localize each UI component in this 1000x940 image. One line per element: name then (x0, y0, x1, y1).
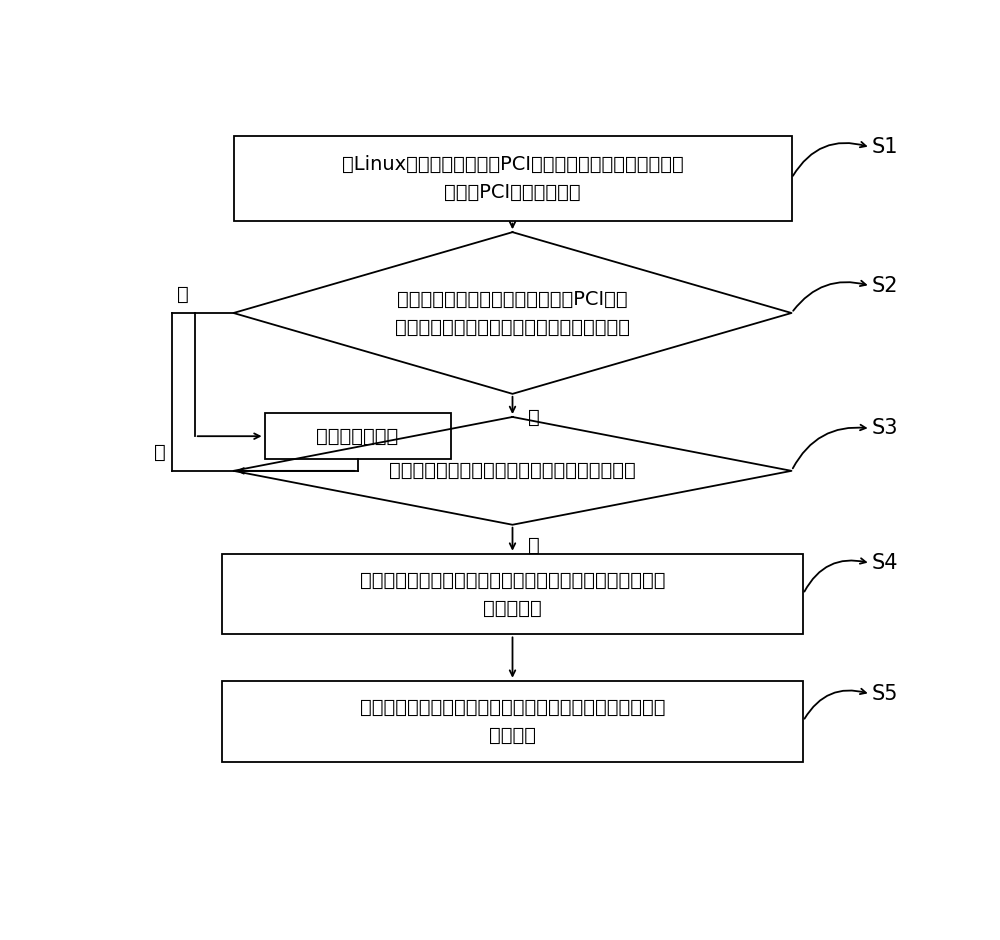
Text: 判断所述设备的类别码是否为网卡设备的类别码: 判断所述设备的类别码是否为网卡设备的类别码 (389, 462, 636, 480)
Text: 否: 否 (154, 443, 165, 462)
Text: S5: S5 (872, 684, 899, 704)
Bar (222, 681, 803, 761)
Text: 在Linux内核初始化阶段，PCI总线注册各个驱动并扫描所有
挂载在PCI总线上的设备: 在Linux内核初始化阶段，PCI总线注册各个驱动并扫描所有 挂载在PCI总线上… (342, 155, 683, 202)
Text: S1: S1 (872, 137, 899, 157)
Text: 用户态获取所述网卡信息，并根据所述网卡信息加载对应的
网卡驱动: 用户态获取所述网卡信息，并根据所述网卡信息加载对应的 网卡驱动 (360, 697, 665, 744)
Text: S4: S4 (872, 554, 899, 573)
Text: 是: 是 (528, 408, 540, 427)
Text: 将该设备初始化: 将该设备初始化 (316, 427, 399, 446)
Text: 否: 否 (177, 285, 189, 304)
Text: 是: 是 (528, 537, 540, 556)
Text: S3: S3 (872, 418, 899, 438)
Text: 所述各个驱动分别遍历所述挂载在PCI总线
上的设备，并判断所述驱动是否与该设备匹配: 所述各个驱动分别遍历所述挂载在PCI总线 上的设备，并判断所述驱动是否与该设备匹… (395, 290, 630, 337)
Bar (222, 554, 803, 634)
Bar (264, 413, 450, 460)
Text: 将所述设备识别为网卡，保存所述网卡信息并放弃对所述网
卡的初始化: 将所述设备识别为网卡，保存所述网卡信息并放弃对所述网 卡的初始化 (360, 571, 665, 618)
Text: S2: S2 (872, 276, 899, 296)
Polygon shape (234, 417, 792, 525)
Polygon shape (234, 232, 792, 394)
Bar (234, 136, 792, 221)
